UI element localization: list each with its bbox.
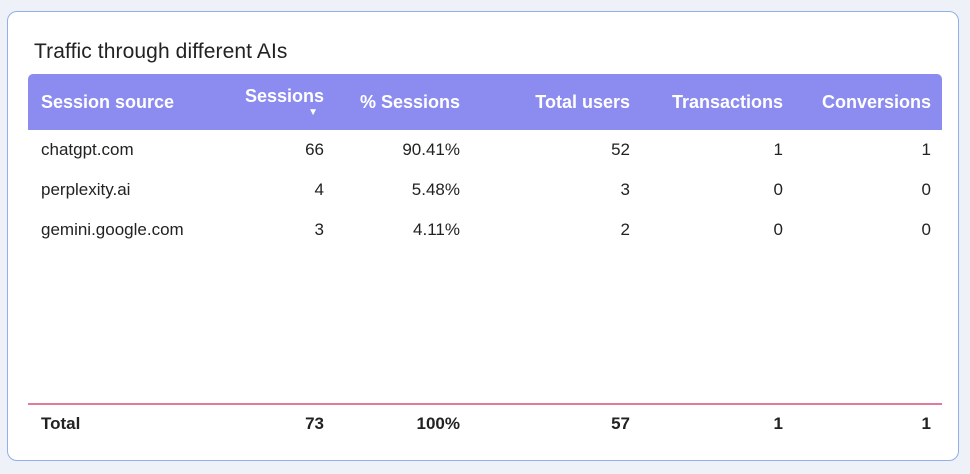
total-conversions: 1 [921, 414, 931, 433]
total-users: 57 [611, 414, 630, 433]
total-pct-sessions: 100% [416, 414, 460, 433]
cell-total-users: 2 [620, 220, 630, 239]
cell-transactions: 1 [773, 140, 783, 159]
cell-pct-sessions: 4.11% [413, 220, 460, 239]
table-row: perplexity.ai 4 5.48% 3 0 0 [28, 170, 942, 210]
column-header-transactions[interactable]: Transactions [671, 91, 783, 112]
table-header: Session source Sessions ▼ % Sessions Tot… [28, 74, 942, 130]
cell-sessions: 66 [305, 140, 324, 159]
cell-pct-sessions: 90.41% [402, 140, 460, 159]
total-divider [28, 403, 942, 405]
column-header-pct-sessions[interactable]: % Sessions [359, 91, 460, 112]
column-header-total-users[interactable]: Total users [535, 91, 630, 112]
cell-conversions: 0 [921, 220, 931, 239]
cell-sessions: 3 [314, 220, 324, 239]
total-row: Total 73 100% 57 1 1 [28, 404, 942, 444]
cell-total-users: 3 [620, 180, 630, 199]
table-row: chatgpt.com 66 90.41% 52 1 1 [28, 130, 942, 170]
total-transactions: 1 [773, 414, 783, 433]
cell-session-source: chatgpt.com [41, 140, 134, 159]
cell-total-users: 52 [611, 140, 630, 159]
card-title: Traffic through different AIs [34, 40, 288, 63]
cell-transactions: 0 [773, 220, 783, 239]
total-sessions: 73 [305, 414, 324, 433]
cell-transactions: 0 [773, 180, 783, 199]
cell-session-source: gemini.google.com [41, 220, 184, 239]
column-header-conversions[interactable]: Conversions [821, 91, 931, 112]
cell-sessions: 4 [314, 180, 324, 199]
column-header-sessions[interactable]: Sessions ▼ [245, 74, 324, 130]
sort-descending-icon: ▼ [308, 107, 318, 118]
table-body: chatgpt.com 66 90.41% 52 1 1 perplexity.… [28, 130, 942, 250]
column-header-sessions-label: Sessions [244, 86, 324, 106]
cell-session-source: perplexity.ai [41, 180, 131, 199]
total-label: Total [41, 414, 81, 433]
traffic-table: Session source Sessions ▼ % Sessions Tot… [28, 74, 942, 250]
traffic-card: Traffic through different AIs Session so… [7, 11, 959, 461]
cell-pct-sessions: 5.48% [411, 180, 460, 199]
column-header-session-source[interactable]: Session source [41, 91, 175, 112]
cell-conversions: 1 [921, 140, 931, 159]
cell-conversions: 0 [921, 180, 931, 199]
table-row: gemini.google.com 3 4.11% 2 0 0 [28, 210, 942, 250]
